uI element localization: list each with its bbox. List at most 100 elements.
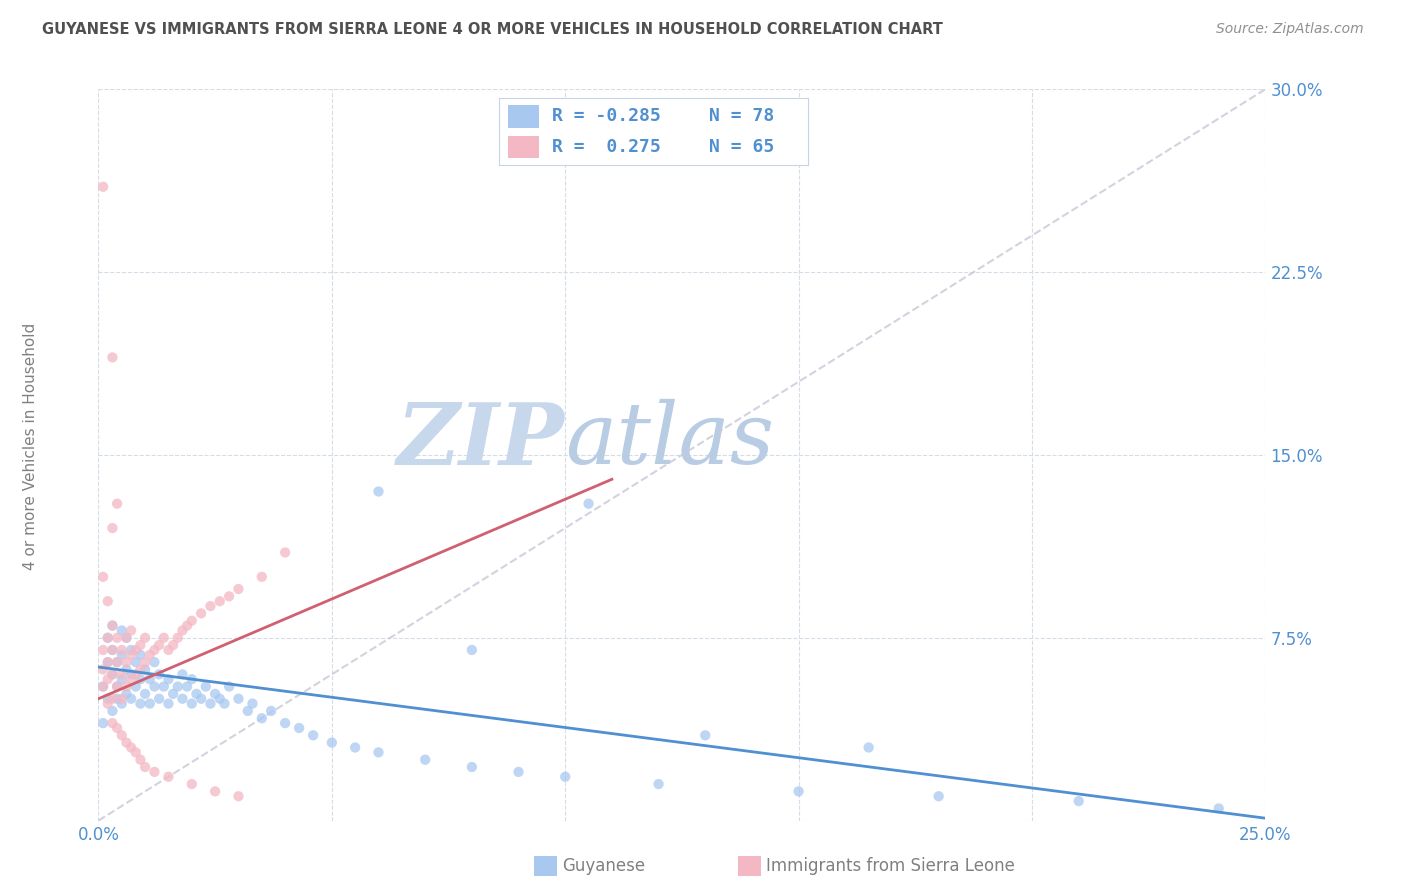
Point xyxy=(1208,801,1230,815)
Point xyxy=(111,648,134,662)
Point xyxy=(250,570,273,584)
Point xyxy=(274,716,297,731)
Point xyxy=(208,691,231,706)
Point xyxy=(413,753,436,767)
Point xyxy=(97,655,120,669)
Text: GUYANESE VS IMMIGRANTS FROM SIERRA LEONE 4 OR MORE VEHICLES IN HOUSEHOLD CORRELA: GUYANESE VS IMMIGRANTS FROM SIERRA LEONE… xyxy=(42,22,943,37)
Point xyxy=(101,618,124,632)
Point xyxy=(554,770,576,784)
Point xyxy=(91,643,114,657)
Point xyxy=(134,663,156,677)
Point xyxy=(101,351,124,365)
Point xyxy=(260,704,283,718)
Point xyxy=(120,643,142,657)
Point xyxy=(91,663,114,677)
FancyBboxPatch shape xyxy=(509,136,540,159)
Point xyxy=(218,680,240,694)
Point xyxy=(115,687,138,701)
Point xyxy=(91,680,114,694)
Point xyxy=(186,687,208,701)
Point xyxy=(120,648,142,662)
Point xyxy=(105,655,128,669)
Point xyxy=(97,655,120,669)
Point xyxy=(111,691,134,706)
Point xyxy=(101,704,124,718)
Point xyxy=(120,624,142,638)
Point xyxy=(166,631,188,645)
Point xyxy=(190,691,212,706)
Point xyxy=(101,667,124,681)
Point xyxy=(200,697,222,711)
Text: Immigrants from Sierra Leone: Immigrants from Sierra Leone xyxy=(766,857,1015,875)
Point xyxy=(101,716,124,731)
Point xyxy=(236,704,259,718)
Point xyxy=(204,687,226,701)
Point xyxy=(111,697,134,711)
Point xyxy=(129,648,152,662)
Point xyxy=(105,655,128,669)
Point xyxy=(120,740,142,755)
Point xyxy=(143,643,166,657)
Point xyxy=(120,691,142,706)
Point xyxy=(180,672,202,686)
Point xyxy=(101,643,124,657)
Point xyxy=(101,521,124,535)
Point xyxy=(858,740,880,755)
Text: Source: ZipAtlas.com: Source: ZipAtlas.com xyxy=(1216,22,1364,37)
Text: ZIP: ZIP xyxy=(398,399,565,482)
Point xyxy=(134,655,156,669)
Point xyxy=(120,672,142,686)
Point xyxy=(105,691,128,706)
Point xyxy=(143,680,166,694)
Point xyxy=(111,624,134,638)
Point xyxy=(157,770,180,784)
Text: Guyanese: Guyanese xyxy=(562,857,645,875)
FancyBboxPatch shape xyxy=(509,105,540,128)
Text: N = 78: N = 78 xyxy=(710,107,775,125)
Point xyxy=(1067,794,1090,808)
Point xyxy=(152,680,174,694)
Point xyxy=(91,179,114,194)
Point xyxy=(157,643,180,657)
Point xyxy=(125,655,148,669)
Point xyxy=(162,687,184,701)
Point xyxy=(214,697,236,711)
Point xyxy=(228,789,250,804)
Point xyxy=(101,691,124,706)
Point xyxy=(120,667,142,681)
Point xyxy=(242,697,264,711)
Point xyxy=(172,624,194,638)
Point xyxy=(302,728,325,742)
Point xyxy=(461,643,484,657)
Point xyxy=(180,614,202,628)
Text: R = -0.285: R = -0.285 xyxy=(551,107,661,125)
Point xyxy=(180,697,202,711)
Point xyxy=(115,663,138,677)
Point xyxy=(97,691,120,706)
Point xyxy=(288,721,311,735)
Point xyxy=(105,497,128,511)
Point xyxy=(461,760,484,774)
Point xyxy=(367,745,389,759)
Point xyxy=(97,631,120,645)
Point xyxy=(97,594,120,608)
Point xyxy=(143,764,166,779)
Point xyxy=(148,638,170,652)
Point xyxy=(228,582,250,596)
Point xyxy=(578,497,600,511)
Point xyxy=(105,680,128,694)
Point xyxy=(111,672,134,686)
Point xyxy=(134,760,156,774)
Point xyxy=(143,655,166,669)
Point xyxy=(115,736,138,750)
Point xyxy=(101,643,124,657)
Point xyxy=(157,672,180,686)
Point xyxy=(125,680,148,694)
Point xyxy=(101,667,124,681)
Point xyxy=(134,687,156,701)
Point xyxy=(129,672,152,686)
Point xyxy=(111,643,134,657)
Point xyxy=(274,545,297,559)
Point xyxy=(129,663,152,677)
Point xyxy=(695,728,717,742)
